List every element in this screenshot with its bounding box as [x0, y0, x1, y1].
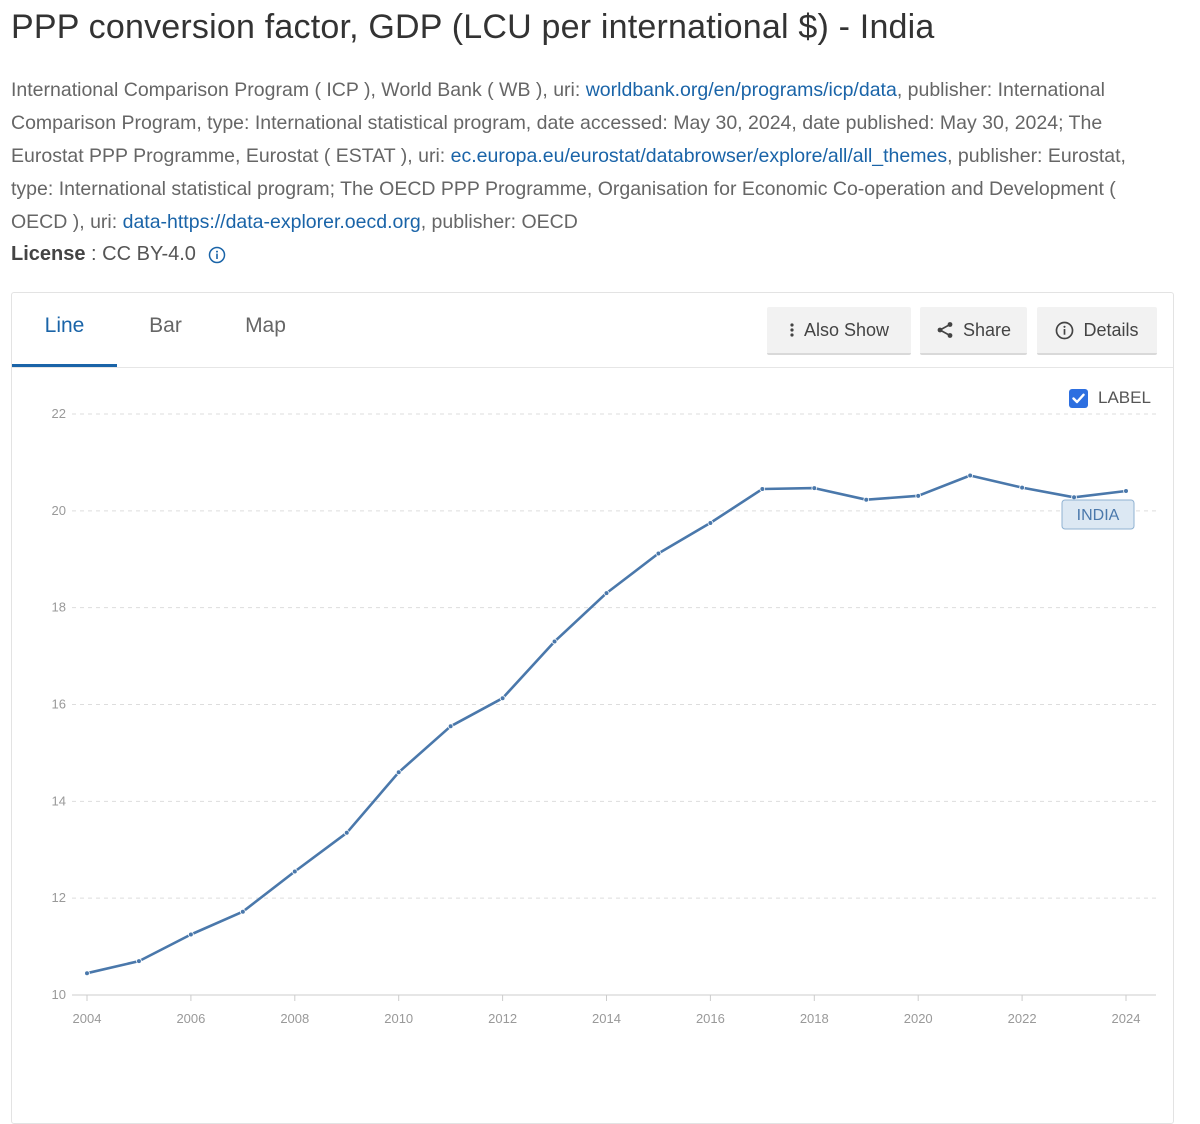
x-tick-label-2008: 2008	[280, 1011, 309, 1026]
y-tick-label-16: 16	[52, 697, 66, 712]
data-point-2022	[1019, 484, 1025, 491]
data-point-2017	[759, 486, 766, 492]
data-point-2008	[291, 868, 298, 875]
source-link-worldbank[interactable]: worldbank.org/en/programs/icp/data	[585, 79, 897, 101]
x-tick-label-2024: 2024	[1112, 1011, 1141, 1026]
also-show-label: Also Show	[803, 319, 890, 340]
source-link-oecd[interactable]: data-https://data-explorer.oecd.org	[122, 211, 421, 233]
data-point-2024	[1123, 488, 1129, 494]
x-tick-label-2018: 2018	[800, 1011, 829, 1026]
page-title: PPP conversion factor, GDP (LCU per inte…	[11, 8, 935, 46]
y-axis-ticks: 10 12 14 16 18 20 22	[52, 406, 66, 1002]
y-tick-label-22: 22	[52, 406, 66, 421]
tab-line[interactable]: Line	[12, 293, 117, 367]
x-tick-label-2004: 2004	[73, 1011, 102, 1026]
x-tick-label-2014: 2014	[592, 1011, 621, 1026]
label-toggle[interactable]: LABEL	[1069, 388, 1151, 408]
source-text-1: International Comparison Program ( ICP )…	[11, 79, 586, 101]
x-tick-label-2020: 2020	[904, 1011, 933, 1026]
details-button[interactable]: Details	[1037, 307, 1157, 355]
data-point-2021	[967, 472, 973, 479]
x-tick-label-2016: 2016	[696, 1011, 725, 1026]
data-point-2018	[811, 485, 818, 491]
data-point-2005	[136, 958, 142, 964]
license-value: : CC BY-4.0	[91, 243, 196, 265]
data-point-2014	[603, 590, 610, 596]
series-label-group: INDIA	[1061, 499, 1135, 530]
chart-tabs: Line Bar Map Also Show Share Details	[12, 293, 1173, 368]
data-point-2010	[395, 769, 402, 776]
x-tick-label-2006: 2006	[176, 1011, 205, 1026]
data-point-2020	[915, 493, 921, 499]
also-show-button[interactable]: Also Show	[767, 307, 911, 355]
data-point-2016	[707, 520, 714, 526]
share-icon	[937, 322, 953, 338]
data-point-2015	[655, 550, 662, 557]
data-point-2006	[188, 931, 194, 938]
license-line: License : CC BY-4.0	[11, 243, 226, 266]
info-icon[interactable]	[208, 246, 226, 264]
share-label: Share	[962, 319, 1012, 340]
x-tick-label-2022: 2022	[1008, 1011, 1037, 1026]
series-label-box	[1061, 499, 1135, 530]
checkmark-icon	[1072, 393, 1085, 403]
source-text-4: , publisher: OECD	[420, 211, 578, 233]
label-toggle-text: LABEL	[1098, 388, 1151, 407]
data-point-2009	[343, 830, 350, 836]
x-tick-label-2010: 2010	[384, 1011, 413, 1026]
details-label: Details	[1083, 319, 1139, 340]
series-india	[84, 472, 1129, 977]
data-point-2013	[551, 638, 558, 645]
gridlines	[72, 413, 1156, 996]
info-circle-icon	[1056, 321, 1074, 339]
source-text-3: , publisher: Eurostat, type: Internation…	[11, 145, 1126, 233]
tab-map[interactable]: Map	[245, 314, 286, 337]
share-button[interactable]: Share	[920, 307, 1027, 355]
y-tick-label-14: 14	[52, 793, 66, 808]
x-tick-label-2012: 2012	[488, 1011, 517, 1026]
y-tick-label-18: 18	[52, 600, 66, 615]
y-tick-label-20: 20	[52, 503, 66, 518]
source-text-2: , publisher: International Comparison Pr…	[11, 79, 1105, 167]
series-label-text: INDIA	[1077, 507, 1120, 524]
y-tick-label-12: 12	[52, 890, 66, 905]
source-link-eurostat[interactable]: ec.europa.eu/eurostat/databrowser/explor…	[450, 145, 948, 167]
tab-bar[interactable]: Bar	[149, 314, 182, 337]
data-point-2011	[447, 723, 454, 730]
y-tick-label-10: 10	[52, 987, 66, 1002]
data-point-2023	[1071, 494, 1077, 501]
data-point-2019	[863, 496, 870, 503]
data-point-2007	[240, 908, 246, 915]
source-citation: International Comparison Program ( ICP )…	[11, 74, 1171, 239]
x-axis-ticks: 2004 2006 2008 2010 2012 2014 2016 2018 2020 2022…	[73, 995, 1141, 1026]
more-vertical-icon	[790, 323, 794, 337]
license-label: License	[11, 243, 86, 265]
data-point-2004	[84, 970, 90, 977]
data-point-2012	[499, 695, 506, 702]
label-checkbox[interactable]	[1069, 388, 1088, 408]
chart-card: Line Bar Map Also Show Share Details LAB…	[11, 292, 1174, 1124]
